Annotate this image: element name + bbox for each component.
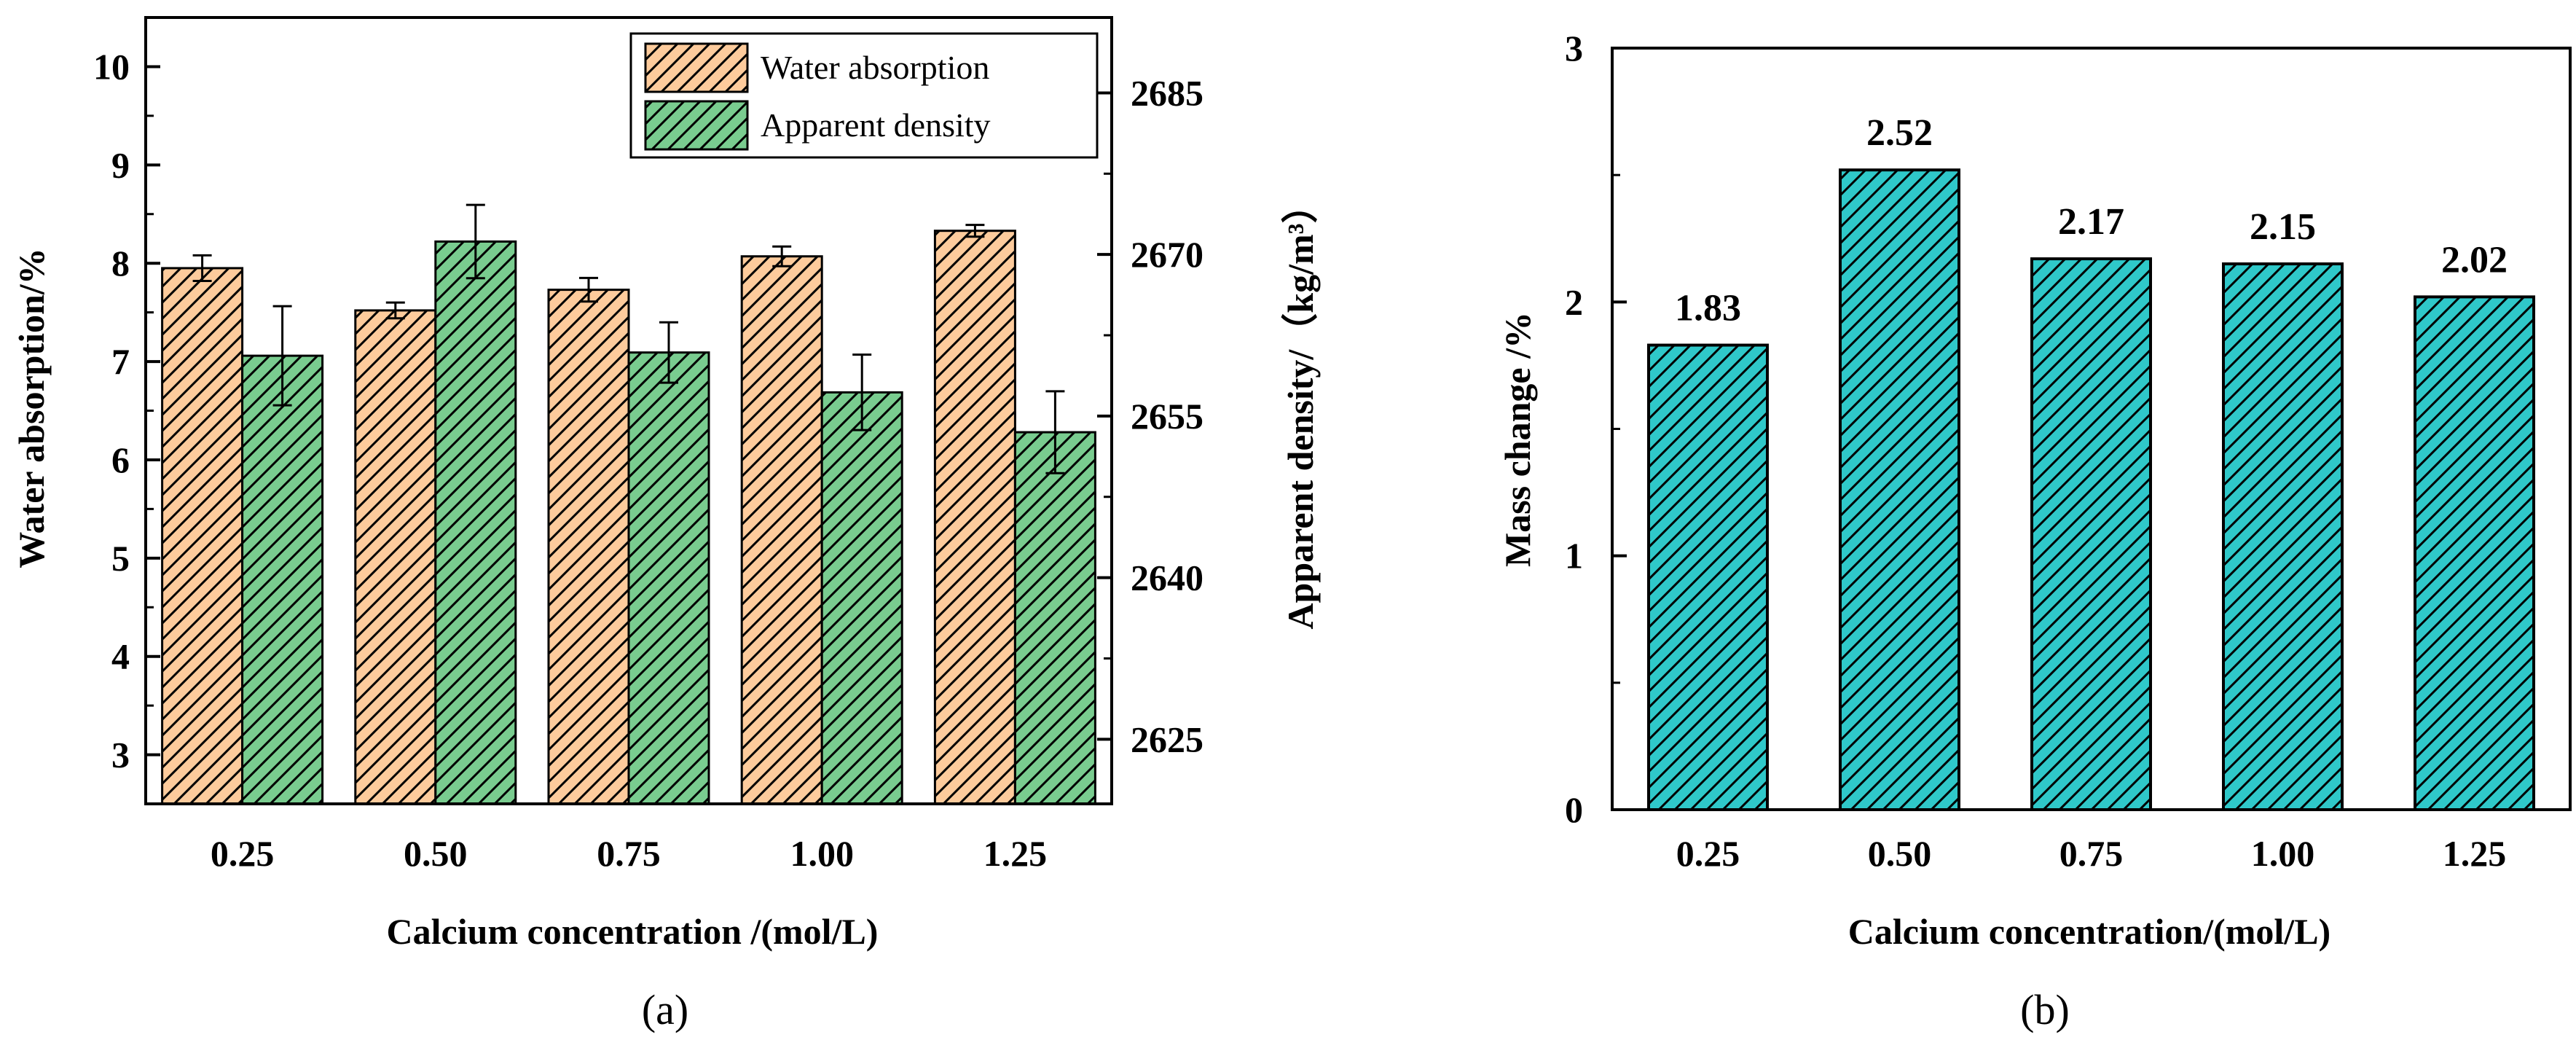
a-panel-label: (a) [642, 986, 688, 1033]
legend-label-apparent-density: Apparent density [761, 106, 991, 144]
x-tick-label: 0.75 [2059, 833, 2124, 874]
legend-item-apparent-density: Apparent density [644, 100, 991, 151]
b-panel-label: (b) [2020, 986, 2070, 1033]
bar-mass-change [1839, 168, 1960, 811]
a-left-y-ticks: 3 4 5 6 7 8 9 10 [93, 46, 160, 775]
b-y-ticks: 0 1 2 3 [1565, 28, 1627, 830]
x-tick-label: 0.50 [1868, 833, 1932, 874]
bar-apparent-density [434, 240, 517, 805]
data-label: 2.15 [2250, 206, 2316, 248]
a-y-axis-label: Water absorption/% [11, 248, 52, 568]
x-tick-label: 0.50 [404, 833, 468, 874]
bar-apparent-density [820, 391, 903, 805]
y2-tick-label: 2640 [1131, 558, 1203, 598]
data-label: 2.17 [2058, 201, 2124, 243]
a-x-ticks: 0.25 0.50 0.75 1.00 1.25 [211, 833, 1047, 874]
error-bar [466, 203, 485, 280]
bar-water-absorption [933, 230, 1016, 805]
bar-water-absorption [740, 255, 823, 805]
bar-mass-change [1647, 343, 1769, 811]
a-bars [161, 230, 1096, 805]
x-tick-label: 0.75 [597, 833, 661, 874]
y-tick-label: 9 [111, 144, 130, 185]
bar-water-absorption [547, 289, 630, 805]
error-bar [579, 276, 598, 303]
error-bar [772, 245, 792, 267]
error-bar [192, 254, 212, 282]
y-tick-label: 6 [111, 439, 130, 480]
b-y-axis-label: Mass change /% [1497, 312, 1538, 567]
data-label: 2.02 [2441, 239, 2508, 281]
y-tick-label: 5 [111, 538, 130, 579]
bar-apparent-density [241, 354, 324, 805]
y-tick-label: 7 [111, 341, 130, 382]
bar-mass-change [2030, 257, 2152, 812]
data-label: 1.83 [1675, 288, 1741, 329]
error-bar [965, 224, 985, 238]
y2-tick-label: 2670 [1131, 234, 1203, 275]
error-bar [659, 321, 678, 384]
legend-item-water-absorption: Water absorption [644, 42, 989, 93]
b-data-labels: 1.83 2.52 2.17 2.15 2.02 [1675, 112, 2508, 329]
error-bar [1045, 390, 1065, 474]
y-tick-label: 10 [93, 46, 130, 87]
legend-label-water-absorption: Water absorption [761, 49, 989, 86]
bar-mass-change [2414, 295, 2535, 812]
bar-apparent-density [627, 351, 710, 805]
bar-mass-change [2222, 262, 2344, 812]
x-tick-label: 1.00 [2251, 833, 2315, 874]
y2-tick-label: 2655 [1131, 396, 1203, 437]
y2-tick-label: 2685 [1131, 72, 1203, 113]
panel-b-chart: 1.83 2.52 2.17 2.15 2.02 0 1 2 3 0.25 0.50 0.75 1.… [1497, 28, 2572, 1033]
error-bar [852, 353, 872, 431]
a-y2-axis-label: Apparent density/（kg/m³） [1280, 187, 1321, 629]
x-tick-label: 1.25 [2443, 833, 2507, 874]
x-tick-label: 0.25 [1676, 833, 1740, 874]
x-tick-label: 1.25 [983, 833, 1048, 874]
a-error-bars [192, 203, 1065, 474]
y-tick-label: 2 [1565, 281, 1583, 322]
bar-apparent-density [1013, 431, 1096, 805]
y-tick-label: 1 [1565, 536, 1583, 576]
error-bar [272, 305, 292, 407]
y2-tick-label: 2625 [1131, 719, 1203, 759]
a-right-y-ticks: 2625 2640 2655 2670 2685 [1097, 72, 1203, 759]
y-tick-label: 0 [1565, 789, 1583, 830]
error-bar [385, 301, 405, 320]
a-legend: Water absorption Apparent density [629, 32, 1099, 159]
data-label: 2.52 [1866, 112, 1933, 154]
b-x-axis-label: Calcium concentration/(mol/L) [1848, 911, 2330, 952]
a-x-axis-label: Calcium concentration /(mol/L) [387, 911, 879, 952]
y-tick-label: 3 [111, 735, 130, 775]
x-tick-label: 0.25 [211, 833, 275, 874]
b-x-ticks: 0.25 0.50 0.75 1.00 1.25 [1676, 833, 2507, 874]
x-tick-label: 1.00 [790, 833, 854, 874]
bar-water-absorption [354, 309, 437, 805]
y-tick-label: 4 [111, 636, 130, 677]
bar-water-absorption [161, 267, 244, 805]
b-bars [1647, 168, 2535, 812]
y-tick-label: 8 [111, 243, 130, 283]
y-tick-label: 3 [1565, 28, 1583, 69]
